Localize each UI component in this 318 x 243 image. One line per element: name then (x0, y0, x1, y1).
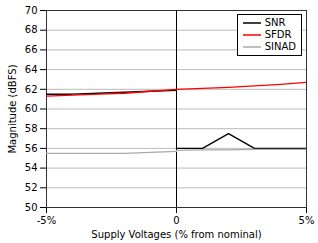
svg-text:50: 50 (25, 202, 38, 213)
html-text:SFDR: SFDR (264, 29, 292, 40)
svg-text:Supply Voltages (% from nomina: Supply Voltages (% from nominal) (91, 229, 261, 240)
svg-text:0: 0 (173, 215, 179, 226)
svg-text:66: 66 (25, 44, 38, 55)
svg-text:64: 64 (25, 64, 38, 75)
svg-text:58: 58 (25, 123, 38, 134)
svg-text:70: 70 (25, 5, 38, 16)
svg-text:62: 62 (25, 84, 38, 95)
html-text:SINAD: SINAD (264, 41, 296, 52)
svg-text:54: 54 (25, 162, 38, 173)
svg-text:5%: 5% (299, 215, 315, 226)
svg-text:56: 56 (25, 143, 38, 154)
html-text:SNR: SNR (264, 17, 286, 28)
svg-text:-5%: -5% (37, 215, 56, 226)
svg-text:Magnitude (dBFS): Magnitude (dBFS) (7, 64, 18, 153)
svg-text:68: 68 (25, 24, 38, 35)
svg-text:60: 60 (25, 103, 38, 114)
svg-text:52: 52 (25, 182, 38, 193)
